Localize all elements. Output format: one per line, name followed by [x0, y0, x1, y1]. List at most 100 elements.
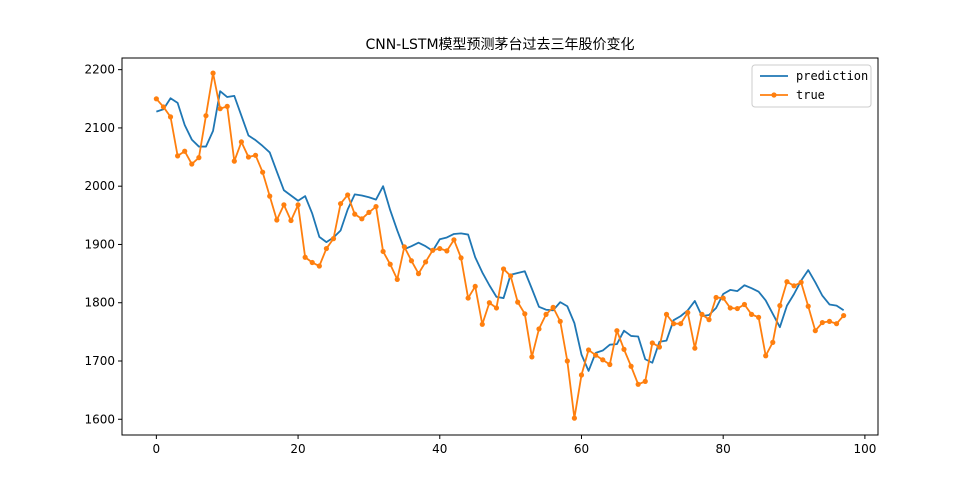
data-point-true	[302, 254, 308, 260]
data-point-true	[401, 244, 407, 250]
data-point-true	[819, 319, 825, 326]
data-point-true	[607, 361, 613, 368]
legend-label-true: true	[796, 88, 825, 102]
data-point-true	[316, 263, 322, 269]
data-point-true	[770, 339, 776, 345]
data-point-true	[458, 255, 464, 261]
data-point-true	[167, 114, 174, 120]
plot-area	[153, 70, 847, 421]
data-point-true	[337, 201, 344, 207]
legend-marker-true	[771, 92, 777, 98]
data-point-true	[685, 310, 691, 316]
data-point-true	[500, 266, 507, 272]
data-point-true	[345, 192, 351, 198]
data-point-true	[550, 304, 556, 310]
data-point-true	[444, 248, 450, 254]
data-point-true	[515, 299, 521, 305]
data-point-true	[352, 211, 358, 217]
data-point-true	[663, 311, 670, 317]
data-point-true	[182, 148, 188, 154]
data-point-true	[267, 193, 273, 199]
data-point-true	[330, 236, 337, 242]
legend-label-prediction: prediction	[796, 69, 868, 83]
x-tick-label: 40	[432, 442, 447, 456]
data-point-true	[642, 378, 648, 384]
axes: 0 20 40 60 80 100 1600 1700 1800 1900 2000 2100 2200	[84, 57, 879, 456]
data-point-true	[508, 273, 514, 279]
data-point-true	[295, 202, 301, 208]
data-point-true	[805, 303, 811, 309]
y-tick-label: 1700	[84, 354, 115, 368]
data-point-true	[593, 352, 599, 358]
data-point-true	[706, 317, 712, 323]
data-point-true	[359, 216, 365, 222]
data-point-true	[628, 363, 634, 369]
data-point-true	[727, 305, 733, 311]
y-tick-label: 2000	[84, 179, 115, 193]
data-point-true	[670, 321, 677, 327]
data-point-true	[614, 328, 620, 334]
x-tick-label: 80	[716, 442, 731, 456]
data-point-true	[203, 113, 209, 119]
data-point-true	[245, 154, 252, 160]
x-tick-label: 20	[290, 442, 305, 456]
data-point-true	[720, 295, 726, 301]
data-point-true	[437, 245, 443, 252]
data-point-true	[529, 354, 535, 360]
data-point-true	[408, 258, 415, 264]
data-point-true	[210, 70, 216, 76]
data-point-true	[713, 294, 719, 301]
legend: prediction true	[751, 64, 872, 108]
data-point-true	[217, 106, 223, 112]
data-point-true	[274, 217, 280, 223]
x-tick-label: 0	[153, 442, 161, 456]
data-point-true	[288, 217, 294, 224]
data-point-true	[238, 139, 244, 145]
data-point-true	[748, 311, 755, 317]
data-point-true	[153, 96, 159, 102]
data-point-true	[522, 311, 528, 317]
data-point-true	[472, 283, 478, 290]
chart-title: CNN-LSTM模型预测茅台过去三年股价变化	[365, 37, 634, 53]
data-point-true	[649, 340, 655, 346]
data-point-true	[564, 358, 570, 364]
data-point-true	[741, 301, 748, 308]
data-point-true	[678, 321, 684, 327]
data-point-true	[252, 152, 259, 158]
x-tick-label: 60	[574, 442, 589, 456]
data-point-true	[791, 283, 797, 289]
data-point-true	[798, 279, 804, 285]
data-point-true	[635, 381, 641, 387]
data-point-true	[394, 276, 400, 283]
data-point-true	[493, 305, 500, 311]
data-point-true	[571, 415, 578, 421]
data-point-true	[585, 347, 592, 353]
data-point-true	[756, 314, 762, 320]
data-point-true	[415, 271, 422, 277]
data-point-true	[621, 346, 627, 352]
y-tick-label: 2200	[84, 63, 115, 77]
y-tick-label: 1900	[84, 237, 115, 251]
data-point-true	[656, 344, 663, 350]
data-point-true	[699, 311, 705, 317]
data-point-true	[543, 311, 549, 317]
data-point-true	[380, 248, 386, 255]
y-tick-label: 1600	[84, 412, 115, 426]
data-point-true	[430, 247, 436, 253]
data-point-true	[189, 161, 195, 167]
data-point-true	[777, 303, 783, 309]
data-point-true	[366, 209, 372, 216]
series-line-prediction	[156, 90, 845, 372]
data-point-true	[536, 326, 542, 332]
data-point-true	[784, 279, 790, 285]
data-point-true	[600, 357, 606, 363]
x-tick-label: 100	[853, 442, 876, 456]
data-point-true	[841, 312, 847, 319]
data-point-true	[486, 300, 492, 306]
data-point-true	[451, 237, 457, 243]
data-point-true	[160, 104, 167, 110]
data-point-true	[260, 169, 266, 175]
data-point-true	[224, 103, 230, 109]
data-point-true	[175, 153, 181, 159]
